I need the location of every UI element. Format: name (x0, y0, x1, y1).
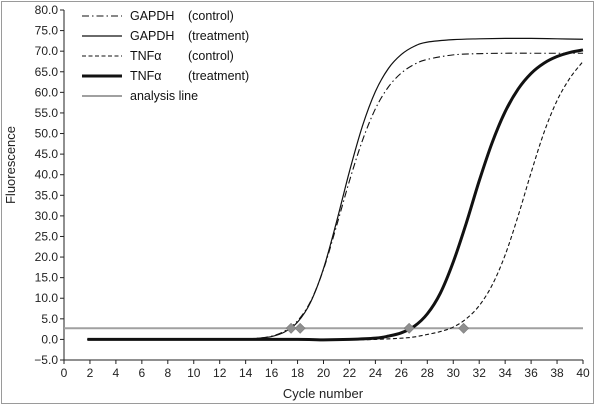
x-tick-label: 34 (498, 366, 512, 380)
y-tick-label: 40.0 (35, 168, 59, 182)
threshold-marker (294, 322, 306, 334)
y-tick-label: 30.0 (35, 209, 59, 223)
x-tick-label: 12 (213, 366, 227, 380)
y-tick-label: 25.0 (35, 229, 59, 243)
series-line-4 (87, 48, 584, 342)
x-tick-label: 2 (87, 366, 94, 380)
x-tick-label: 30 (447, 366, 461, 380)
y-tick-label: 60.0 (35, 85, 59, 99)
y-tick-label: 10.0 (35, 291, 59, 305)
legend: GAPDH (control) GAPDH (treatment) TNFα (contr… (82, 9, 249, 103)
series-line-2 (87, 37, 584, 341)
legend-analysis-label: analysis line (130, 89, 198, 103)
y-tick-label: 15.0 (35, 271, 59, 285)
x-tick-label: 8 (164, 366, 171, 380)
x-tick-label: 36 (524, 366, 538, 380)
x-tick-label: 24 (369, 366, 383, 380)
legend-series-name: GAPDH (130, 9, 174, 23)
legend-series-name: TNFα (130, 69, 162, 83)
legend-series-name: TNFα (130, 49, 162, 63)
threshold-marker (285, 322, 297, 334)
legend-series-condition: (control) (188, 9, 234, 23)
series-line-1 (87, 52, 583, 340)
y-tick-label: 45.0 (35, 147, 59, 161)
y-tick-label: 65.0 (35, 65, 59, 79)
y-tick-label: 75.0 (35, 24, 59, 38)
x-tick-label: 32 (473, 366, 487, 380)
y-tick-label: −5.0 (34, 353, 58, 367)
threshold-marker (403, 322, 415, 334)
legend-series-condition: (control) (188, 49, 234, 63)
x-tick-label: 14 (239, 366, 253, 380)
x-tick-label: 10 (187, 366, 201, 380)
x-tick-label: 4 (113, 366, 120, 380)
y-tick-label: 35.0 (35, 188, 59, 202)
x-tick-label: 6 (139, 366, 146, 380)
x-tick-label: 26 (395, 366, 409, 380)
x-tick-label: 18 (291, 366, 305, 380)
x-tick-label: 40 (576, 366, 590, 380)
x-tick-label: 0 (61, 366, 68, 380)
axes: −5.00.05.010.015.020.025.030.035.040.045… (34, 3, 590, 380)
y-tick-label: 0.0 (41, 332, 58, 346)
threshold-marker (458, 322, 470, 334)
x-axis-title: Cycle number (283, 386, 364, 401)
x-tick-label: 38 (550, 366, 564, 380)
legend-series-condition: (treatment) (188, 69, 249, 83)
y-tick-label: 20.0 (35, 250, 59, 264)
y-tick-label: 70.0 (35, 44, 59, 58)
x-tick-label: 28 (421, 366, 435, 380)
y-tick-label: 5.0 (41, 312, 58, 326)
legend-series-condition: (treatment) (188, 29, 249, 43)
x-tick-label: 22 (343, 366, 357, 380)
y-tick-label: 55.0 (35, 106, 59, 120)
y-axis-title: Fluorescence (3, 126, 18, 204)
legend-series-name: GAPDH (130, 29, 174, 43)
plot-area (64, 37, 584, 342)
y-tick-label: 80.0 (35, 3, 59, 17)
x-tick-label: 20 (317, 366, 331, 380)
x-tick-label: 16 (265, 366, 279, 380)
y-tick-label: 50.0 (35, 127, 59, 141)
